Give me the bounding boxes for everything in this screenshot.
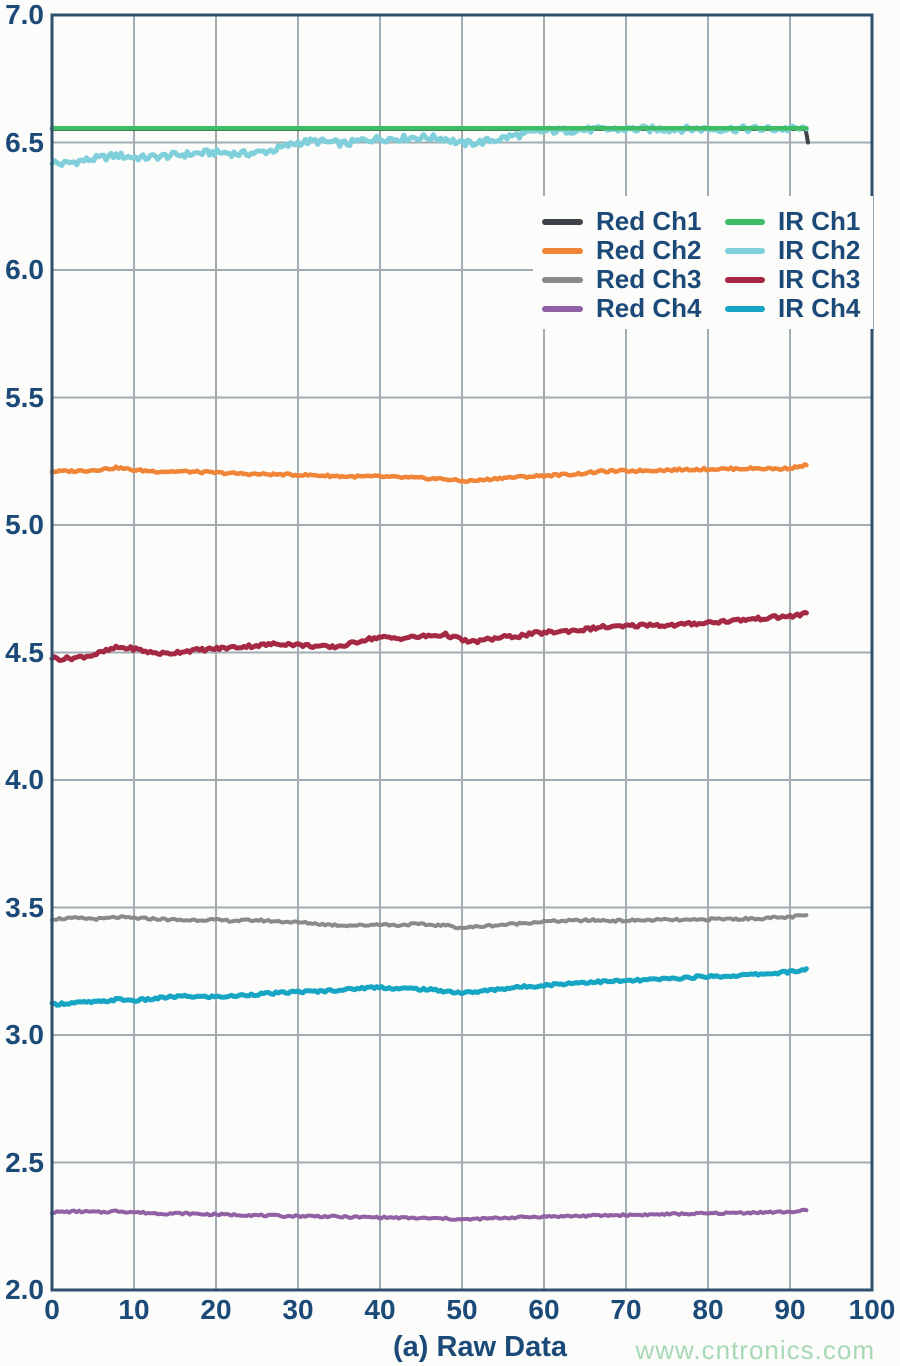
plot-frame <box>50 13 874 1292</box>
y-tick-label: 3.5 <box>5 891 44 923</box>
series-line-ir-ch3 <box>49 609 809 663</box>
y-tick-label: 4.0 <box>5 764 44 795</box>
x-tick-label: 0 <box>44 1294 60 1325</box>
legend-label-ir-ch4: IR Ch4 <box>778 293 861 323</box>
y-tick-label: 2.0 <box>5 1274 44 1305</box>
legend-background <box>533 196 873 329</box>
legend-label-ir-ch3: IR Ch3 <box>778 264 861 294</box>
series-line-red-ch3 <box>50 913 809 931</box>
legend-swatch-ir-ch2 <box>725 247 765 254</box>
legend-label-red-ch4: Red Ch4 <box>596 293 702 323</box>
x-tick-label: 50 <box>446 1294 478 1325</box>
legend: Red Ch1 IR Ch1 Red Ch2 IR Ch2 Red Ch3 IR Ch3 R… <box>542 207 878 323</box>
legend-swatch-red-ch1 <box>542 218 583 225</box>
y-tick-label: 6.0 <box>5 254 44 285</box>
x-tick-label: 30 <box>282 1294 314 1325</box>
x-tick-label: 10 <box>118 1294 150 1325</box>
x-tick-label: 40 <box>364 1294 396 1325</box>
x-tick-label: 20 <box>200 1294 232 1325</box>
y-tick-label: 2.5 <box>5 1146 44 1178</box>
legend-swatch-red-ch4 <box>542 305 583 312</box>
legend-swatch-ir-ch1 <box>725 218 765 225</box>
y-tick-label: 4.5 <box>5 636 44 668</box>
legend-label-ir-ch2: IR Ch2 <box>778 235 861 265</box>
y-tick-label: 3.0 <box>5 1019 44 1050</box>
x-tick-label: 80 <box>692 1294 724 1325</box>
x-axis-title: (a) Raw Data <box>392 1331 568 1363</box>
legend-swatch-red-ch2 <box>542 247 583 254</box>
legend-swatch-red-ch3 <box>542 276 583 283</box>
x-tick-label: 70 <box>610 1294 642 1325</box>
x-tick-label: 90 <box>774 1294 806 1325</box>
legend-label-ir-ch1: IR Ch1 <box>778 206 861 236</box>
y-tick-label: 5.0 <box>5 509 44 540</box>
series-line-ir-ch4 <box>49 966 809 1008</box>
watermark-text: www.cntronics.com <box>635 1335 875 1365</box>
legend-swatch-ir-ch4 <box>725 305 765 312</box>
legend-swatch-ir-ch3 <box>725 276 765 283</box>
x-tick-label: 60 <box>528 1294 560 1325</box>
x-tick-label: 100 <box>848 1294 896 1325</box>
series-line-ir-ch2 <box>49 123 809 168</box>
series-line-red-ch2 <box>49 462 809 484</box>
y-tick-label: 5.5 <box>5 381 44 413</box>
legend-label-red-ch1: Red Ch1 <box>596 206 702 236</box>
y-tick-label: 7.0 <box>5 0 44 30</box>
series-lines <box>49 123 810 1222</box>
y-tick-label: 6.5 <box>5 126 44 158</box>
legend-label-red-ch2: Red Ch2 <box>596 235 702 265</box>
series-line-red-ch4 <box>50 1207 809 1222</box>
legend-label-red-ch3: Red Ch3 <box>596 264 702 294</box>
